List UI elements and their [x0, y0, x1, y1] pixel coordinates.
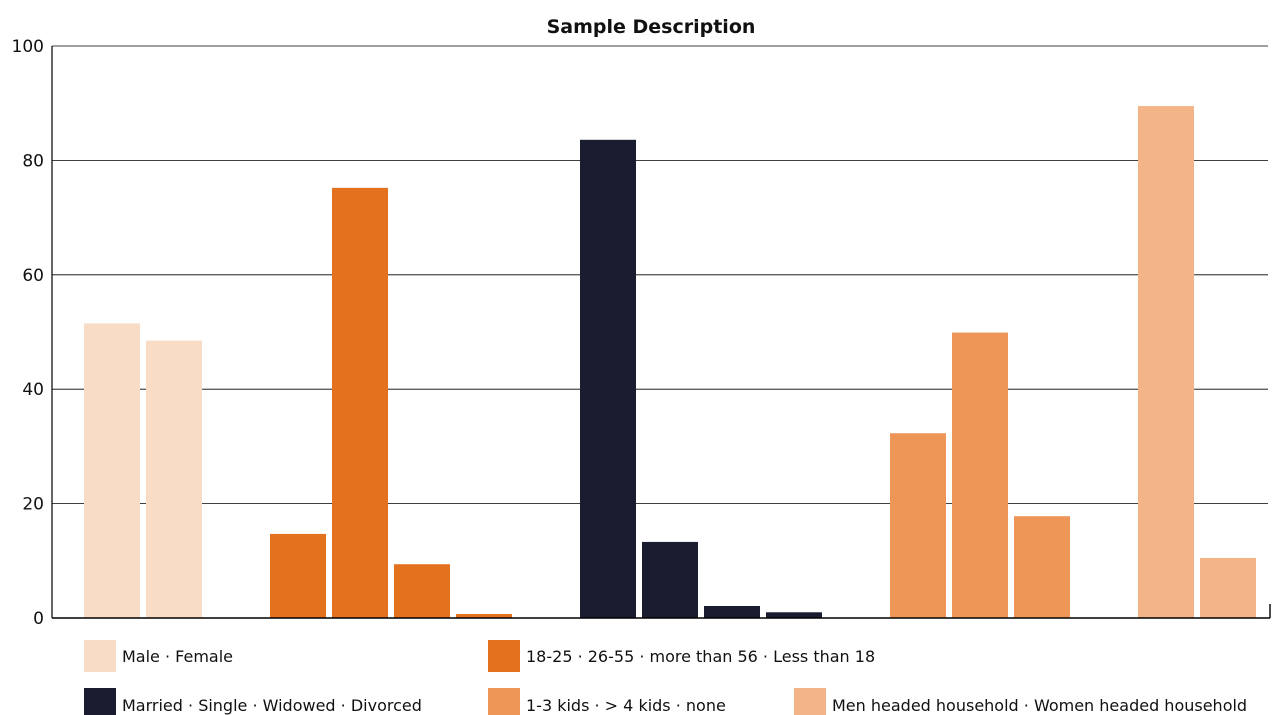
y-tick-label: 0 [33, 609, 44, 629]
bars [84, 106, 1256, 619]
bar-male [84, 323, 140, 618]
y-tick-label: 40 [22, 380, 44, 400]
chart-title: Sample Description [547, 16, 756, 38]
bar-female [146, 340, 202, 618]
axes [51, 46, 1271, 619]
bar-less-than-18 [456, 613, 512, 618]
bar-widowed [704, 605, 760, 618]
y-tick-label: 60 [22, 266, 44, 286]
y-tick-label: 80 [22, 151, 44, 171]
bar-none [1014, 516, 1070, 618]
bar-single [642, 541, 698, 618]
bar-1-3-kids [890, 433, 946, 618]
legend-swatch [488, 640, 520, 672]
bar-26-55 [332, 187, 388, 618]
bar-more-than-56 [394, 564, 450, 618]
bar-married [580, 139, 636, 619]
legend-swatch [488, 688, 520, 715]
y-tick-label: 100 [12, 37, 44, 57]
legend-label: 18-25 · 26-55 · more than 56 · Less than… [526, 647, 875, 666]
legend: Male · Female 18-25 · 26-55 · more than 5… [84, 640, 1247, 715]
bar-men-headed-household [1138, 106, 1194, 618]
bar--4-kids [952, 332, 1008, 618]
bar-18-25 [270, 533, 326, 618]
bar-women-headed-household [1200, 557, 1256, 618]
legend-label: Male · Female [122, 647, 233, 666]
legend-swatch [84, 688, 116, 715]
legend-label: Men headed household · Women headed hous… [832, 696, 1247, 715]
legend-label: Married · Single · Widowed · Divorced [122, 696, 422, 715]
legend-swatch [794, 688, 826, 715]
bar-divorced [766, 612, 822, 618]
grid-lines [52, 45, 1268, 505]
y-axis-ticks: 0 20 40 60 80 100 [12, 37, 44, 629]
legend-swatch [84, 640, 116, 672]
legend-label: 1-3 kids · > 4 kids · none [526, 696, 726, 715]
y-tick-label: 20 [22, 495, 44, 515]
